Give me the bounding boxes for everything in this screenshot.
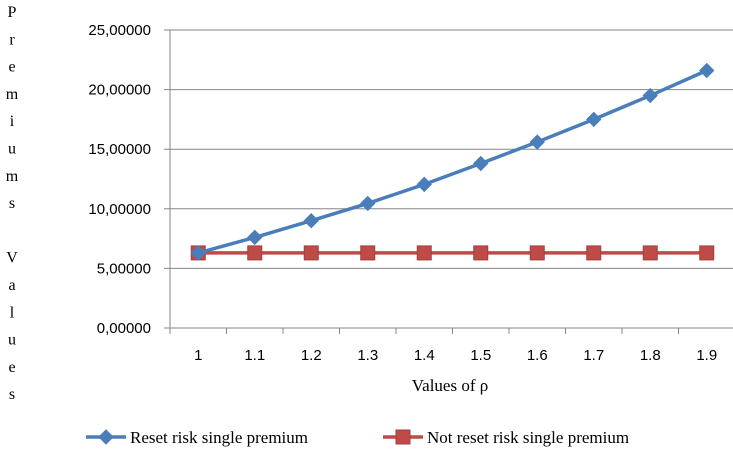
x-axis-tick-labels: 1 1.1 1.2 1.3 1.4 1.5 1.6 1.7 1.8 1.9 [194,347,717,364]
y-axis-label-letter: u [8,141,16,158]
series-reset-risk [190,62,715,261]
data-point [303,245,319,261]
data-point [699,62,715,79]
series-line [197,68,708,255]
x-tick-label: 1.1 [244,347,265,364]
data-point [699,245,715,261]
data-point [529,245,545,261]
x-tick-label: 1.7 [583,347,604,364]
legend-item: Not reset risk single premium [383,428,629,447]
y-axis-label-letter: u [8,332,16,349]
y-axis-label-letter: s [9,386,15,403]
y-axis-label-letter: a [8,277,15,294]
legend-marker [395,429,411,445]
y-axis-label-letter: l [10,304,15,321]
data-point [586,245,602,261]
y-tick-label: 5,00000 [97,260,151,277]
data-point [416,176,432,193]
x-tick-label: 1 [194,347,202,364]
y-axis-label-letter: m [6,168,19,185]
y-tick-label: 25,00000 [88,22,151,39]
legend: Reset risk single premium Not reset risk … [86,428,629,447]
y-tick-label: 0,00000 [97,320,151,337]
y-axis-tick-labels: 0,00000 5,00000 10,00000 15,00000 20,00000 25… [88,22,151,337]
data-point [642,87,658,104]
data-point [529,134,545,150]
axes [164,29,733,334]
series-not-reset-risk [190,245,715,261]
x-tick-label: 1.9 [696,347,717,364]
data-point [360,195,376,212]
data-point [303,213,319,229]
y-tick-label: 20,00000 [88,82,151,99]
legend-marker [98,429,114,445]
legend-label: Reset risk single premium [130,428,308,447]
data-point [190,245,206,261]
y-axis-label-letter: e [8,59,15,76]
legend-label: Not reset risk single premium [427,428,629,447]
gridlines [170,29,733,269]
x-tick-label: 1.5 [470,347,491,364]
data-point [586,111,602,128]
y-axis-label-letter: P [8,4,17,21]
x-axis-label: Values of ρ [412,376,488,395]
y-tick-label: 15,00000 [88,141,151,158]
y-tick-label: 10,00000 [88,201,151,218]
data-point [360,245,376,261]
legend-item: Reset risk single premium [86,428,308,447]
data-point [247,229,263,246]
x-tick-label: 1.3 [357,347,378,364]
y-axis-label-letter: m [6,86,19,103]
data-point [473,155,489,172]
x-tick-label: 1.6 [527,347,548,364]
data-point [642,245,658,261]
data-point [247,245,263,261]
y-axis-label-letter: r [9,31,15,48]
data-point [416,245,432,261]
data-series [190,62,715,261]
x-tick-label: 1.4 [414,347,435,364]
y-axis-label-letter: V [6,250,18,267]
x-tick-label: 1.2 [301,347,322,364]
data-point [473,245,489,261]
y-axis-label-letter: i [10,113,15,130]
x-tick-label: 1.8 [640,347,661,364]
y-axis-label-letter: e [8,359,15,376]
y-axis-label-letter: s [9,195,15,212]
